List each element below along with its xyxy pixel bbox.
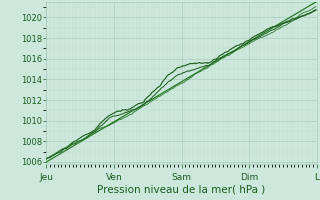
X-axis label: Pression niveau de la mer( hPa ): Pression niveau de la mer( hPa )	[98, 185, 266, 195]
